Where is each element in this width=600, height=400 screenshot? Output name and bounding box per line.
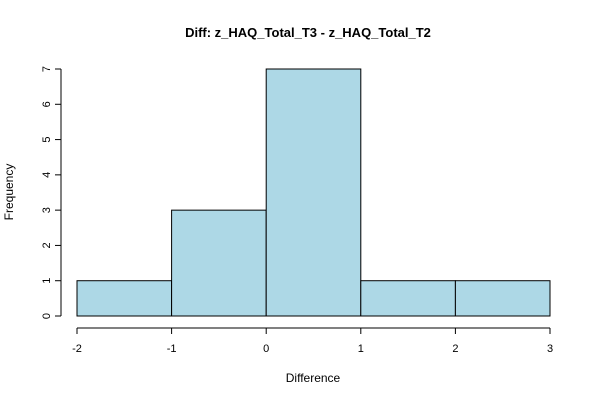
x-tick-label: 1 [358,343,364,355]
x-tick-label: -2 [72,343,82,355]
y-axis: 0 1 2 3 4 5 6 7 [41,66,62,319]
histogram-bar-1 [171,209,267,317]
y-tick-label: 3 [41,207,53,213]
histogram-bar-2 [265,68,362,317]
y-tick-label: 0 [41,313,53,319]
histogram-bar-0 [76,280,173,317]
y-tick-label: 5 [41,137,53,143]
y-tick-label: 7 [41,66,53,72]
x-axis-label: Difference [286,371,341,385]
x-tick-label: -1 [167,343,177,355]
x-axis: -2 -1 0 1 2 3 [72,327,553,355]
x-tick-label: 3 [547,343,553,355]
x-tick-label: 0 [263,343,269,355]
bars-group [76,68,551,317]
x-tick-label: 2 [452,343,458,355]
y-tick-label: 4 [41,172,53,178]
histogram-bar-4 [454,280,551,317]
y-axis-label: Frequency [2,164,16,221]
histogram-bar-3 [360,280,456,317]
y-tick-label: 2 [41,242,53,248]
y-tick-label: 1 [41,278,53,284]
chart-title: Diff: z_HAQ_Total_T3 - z_HAQ_Total_T2 [185,25,431,40]
y-tick-label: 6 [41,101,53,107]
